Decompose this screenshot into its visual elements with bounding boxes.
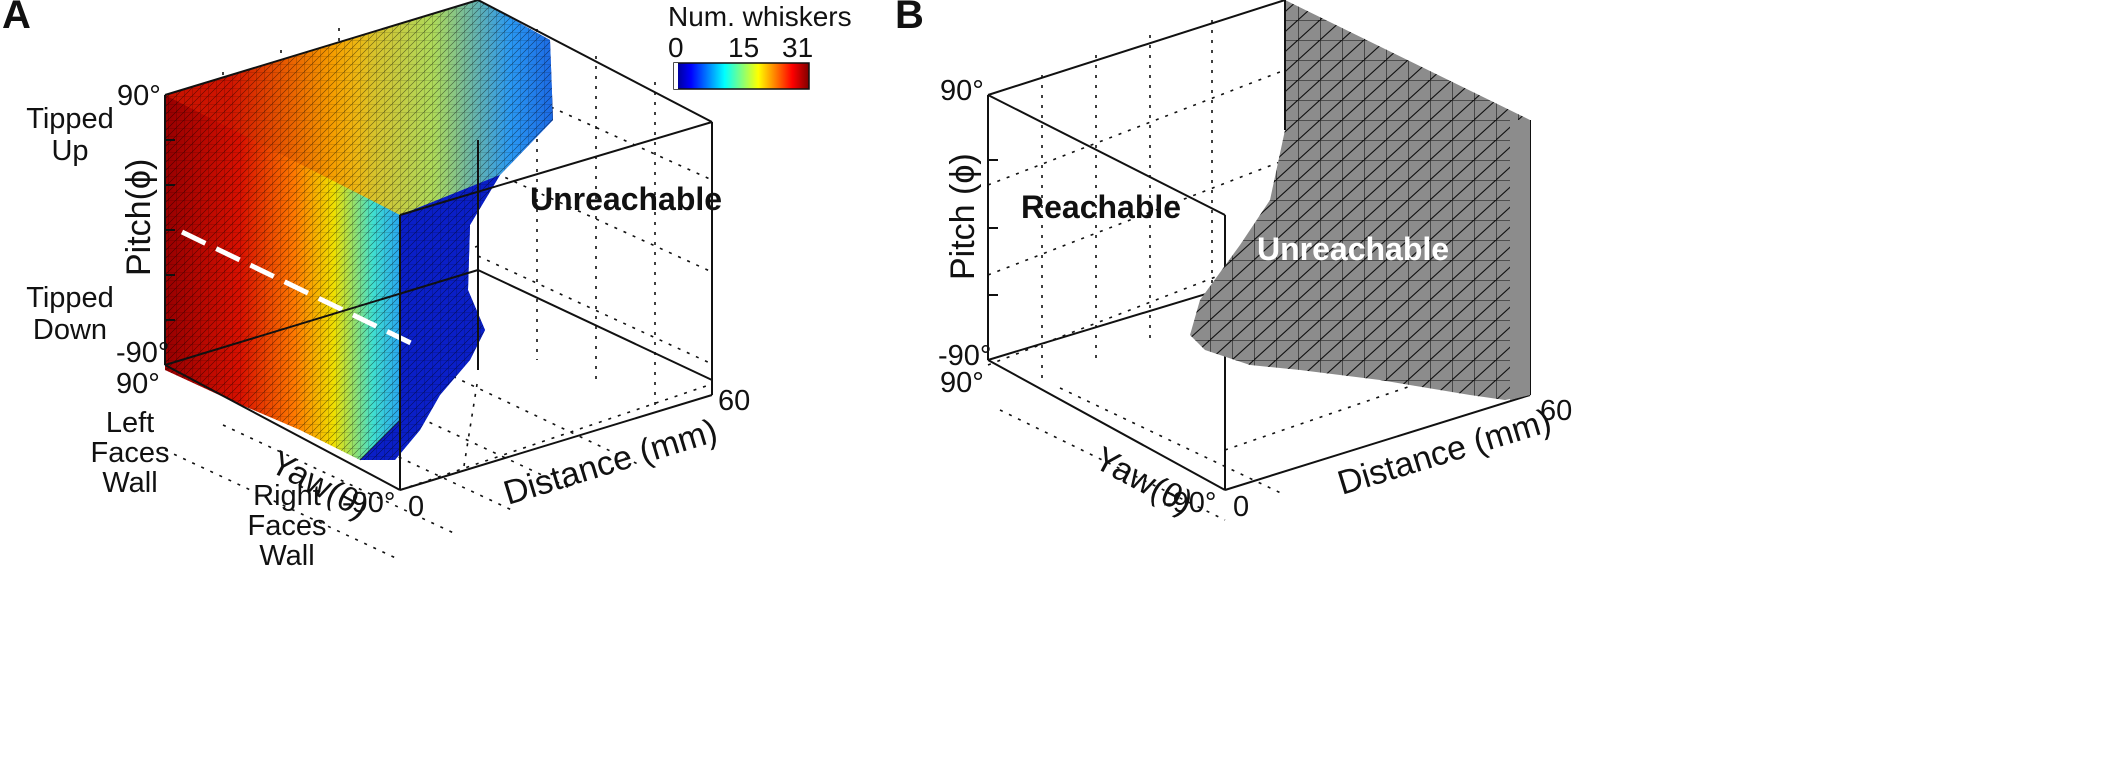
- panel-b-surface: [1190, 0, 1530, 400]
- panel-a-distance-tick-max: 60: [718, 385, 750, 417]
- panel-b-grid: [987, 20, 1531, 521]
- panel-a-yaw-tick-max: 90°: [116, 368, 160, 400]
- panel-a-right-faces-wall-label: Right Faces Wall: [248, 480, 327, 572]
- panel-a-dashed-line: [180, 229, 417, 348]
- panel-b-reachable-label: Reachable: [1021, 189, 1181, 225]
- panel-a: A: [2, 0, 852, 572]
- panel-a-distance-tick-min: 0: [408, 491, 424, 523]
- panel-b-pitch-tick-min: -90°: [938, 340, 992, 372]
- panel-b-pitch-axis-label: Pitch (ϕ): [944, 153, 982, 280]
- panel-a-left-faces-wall-label: Left Faces Wall: [91, 407, 170, 499]
- colorbar-tick-31: 31: [782, 32, 813, 63]
- colorbar-tick-0: 0: [668, 32, 684, 63]
- panel-a-pitch-tick-min: -90°: [116, 337, 170, 369]
- panel-b-distance-tick-max: 60: [1540, 395, 1572, 427]
- colorbar-zero-swatch: [674, 63, 678, 89]
- panel-b-distance-tick-min: 0: [1233, 491, 1249, 523]
- panel-b: B: [895, 0, 1572, 523]
- panel-a-pitch-ticks: [165, 139, 175, 321]
- panel-a-surface: [165, 0, 553, 461]
- panel-a-pitch-tick-max: 90°: [117, 80, 161, 112]
- panel-a-tipped-down-label: Tipped Down: [26, 282, 114, 346]
- panel-b-pitch-ticks: [988, 159, 998, 296]
- panel-b-pitch-tick-max: 90°: [940, 75, 984, 107]
- panel-a-colorbar: Num. whiskers 0 15 31: [668, 1, 852, 90]
- panel-b-distance-axis-label: Distance (mm): [1333, 402, 1555, 503]
- panel-b-yaw-tick-max: 90°: [940, 367, 984, 399]
- panel-b-unreachable-label: Unreachable: [1257, 231, 1449, 267]
- panel-b-yaw-axis-label: Yaw(θ): [1088, 440, 1199, 523]
- colorbar-title: Num. whiskers: [668, 1, 852, 32]
- colorbar-gradient: [673, 62, 810, 90]
- panel-a-yaw-tick-min: -90°: [342, 487, 396, 519]
- panel-a-tipped-up-label: Tipped Up: [26, 103, 114, 167]
- panel-a-letter: A: [2, 0, 31, 37]
- panel-a-pitch-axis-label: Pitch(ϕ): [120, 159, 158, 276]
- colorbar-tick-15: 15: [728, 32, 759, 63]
- panel-b-letter: B: [895, 0, 924, 37]
- panel-a-unreachable-label: Unreachable: [530, 181, 722, 217]
- panel-b-yaw-tick-min: -90°: [1163, 487, 1217, 519]
